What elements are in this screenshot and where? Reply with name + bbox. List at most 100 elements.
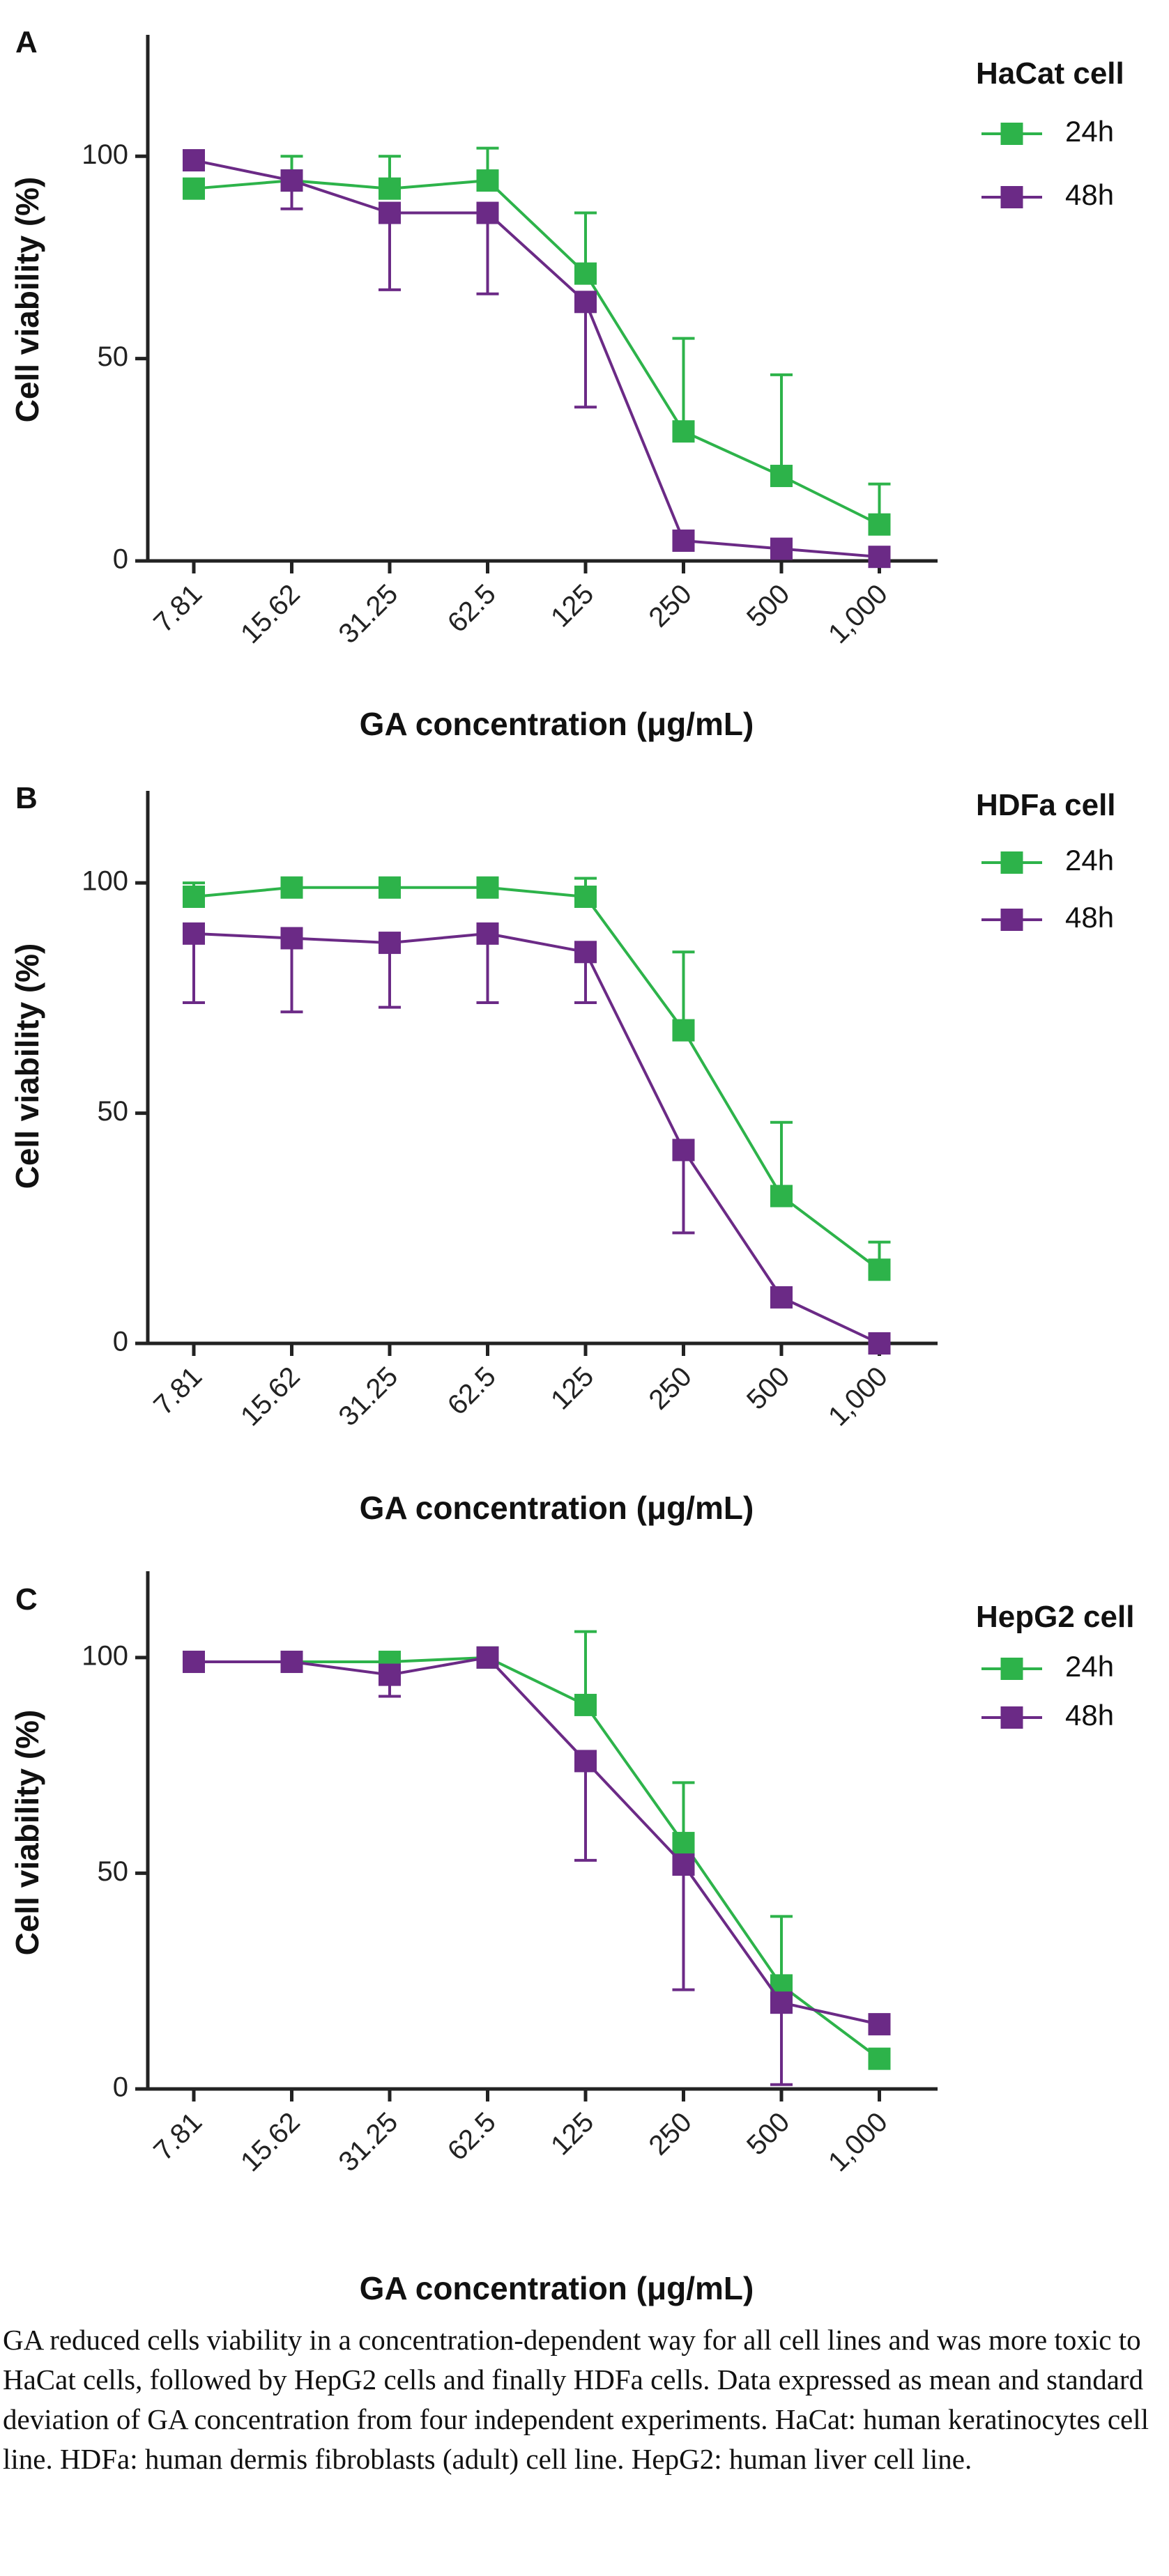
legend-label: 48h (1065, 901, 1114, 934)
series-48h-panel-c (183, 1646, 891, 2086)
x-tick-label: 15.62 (235, 2106, 306, 2177)
data-point (770, 537, 793, 560)
legend: HaCat cell 24h 48h (976, 56, 1124, 211)
x-tick-label: 7.81 (148, 1361, 208, 1421)
legend: HDFa cell 24h 48h (976, 788, 1116, 934)
y-tick-label: 0 (113, 2072, 128, 2103)
x-tick-label: 62.5 (442, 2106, 502, 2166)
data-point (379, 1663, 401, 1686)
y-tick-label: 0 (113, 544, 128, 575)
data-point (476, 1646, 499, 1669)
x-axis-title: GA concentration (μg/mL) (360, 1490, 754, 1526)
data-point (183, 922, 205, 945)
x-tick-label: 250 (643, 1361, 698, 1415)
data-point (574, 885, 597, 908)
data-point (183, 885, 205, 908)
legend-title: HaCat cell (976, 56, 1124, 91)
data-point (868, 546, 891, 569)
data-point (379, 177, 401, 200)
data-point (280, 1651, 303, 1674)
y-tick-label: 50 (98, 1096, 129, 1127)
data-point (868, 1258, 891, 1281)
legend-title: HepG2 cell (976, 1600, 1134, 1634)
x-tick-label: 1,000 (823, 2106, 894, 2177)
x-tick-label: 250 (643, 578, 698, 633)
legend-label: 24h (1065, 1650, 1114, 1683)
data-point (574, 941, 597, 964)
legend: HepG2 cell 24h 48h (976, 1600, 1134, 1732)
x-tick-label: 125 (545, 578, 599, 633)
x-axis-title: GA concentration (μg/mL) (360, 706, 754, 742)
data-point (574, 291, 597, 314)
x-tick-label: 1,000 (823, 1361, 894, 1432)
data-point (574, 1750, 597, 1773)
data-point (868, 1332, 891, 1355)
data-point (379, 876, 401, 899)
data-point (183, 177, 205, 200)
data-point (672, 1853, 695, 1876)
series-24h-panel-a (183, 146, 891, 536)
series-line (193, 179, 880, 526)
x-tick-label: 62.5 (442, 578, 502, 638)
data-point (868, 2013, 891, 2036)
x-tick-label: 31.25 (333, 578, 404, 649)
data-point (672, 1139, 695, 1162)
data-point (770, 1185, 793, 1208)
data-point (280, 927, 303, 950)
x-tick-label: 1,000 (823, 578, 894, 649)
data-point (183, 149, 205, 172)
y-tick-label: 50 (98, 341, 129, 372)
y-tick-label: 100 (82, 139, 128, 170)
x-tick-label: 31.25 (333, 2106, 404, 2177)
panel-letter: A (15, 25, 38, 59)
chart-panel-b: 0 50 100 7.81 15.62 31.25 62.5 125 250 500 1,000 B C… (9, 781, 1116, 1526)
legend-title: HDFa cell (976, 788, 1116, 822)
data-point (770, 1286, 793, 1309)
data-point (770, 1991, 793, 2014)
series-line (194, 1656, 880, 2060)
legend-marker (1000, 186, 1023, 208)
x-tick-label: 500 (741, 1361, 795, 1415)
legend-marker (1000, 1658, 1023, 1680)
y-tick-label: 0 (113, 1327, 128, 1357)
data-point (280, 169, 303, 192)
legend-label: 24h (1065, 115, 1114, 148)
data-point (476, 922, 499, 945)
legend-marker (1000, 123, 1023, 145)
legend-marker (1000, 1706, 1023, 1729)
y-tick-label: 50 (98, 1856, 129, 1887)
data-point (672, 1832, 695, 1855)
x-tick-label: 250 (643, 2106, 698, 2161)
series-48h-panel-a (183, 149, 891, 569)
data-point (379, 932, 401, 955)
data-point (672, 1019, 695, 1042)
y-axis-title: Cell viability (%) (9, 177, 45, 423)
data-point (672, 420, 695, 443)
legend-label: 24h (1065, 844, 1114, 877)
series-line (193, 932, 880, 1345)
figure-caption: GA reduced cells viability in a concentr… (3, 2324, 1149, 2475)
chart-panel-a: 0 50 100 7.81 15.62 31.25 62.5 125 250 500 1,000 A C… (9, 25, 1124, 742)
series-48h-panel-b (183, 922, 891, 1355)
x-tick-label: 7.81 (148, 2106, 208, 2166)
series-line (193, 886, 880, 1271)
data-point (476, 169, 499, 192)
x-tick-label: 15.62 (235, 1361, 306, 1432)
data-point (379, 201, 401, 224)
x-axis-title: GA concentration (μg/mL) (360, 2270, 754, 2306)
legend-marker (1000, 851, 1023, 874)
x-tick-label: 15.62 (235, 578, 306, 649)
data-point (868, 513, 891, 536)
panel-letter: C (15, 1582, 38, 1617)
data-point (476, 201, 499, 224)
x-tick-label: 31.25 (333, 1361, 404, 1432)
data-point (183, 1651, 205, 1674)
data-point (672, 529, 695, 552)
data-point (868, 2047, 891, 2070)
y-axis-title: Cell viability (%) (9, 943, 45, 1189)
series-line (194, 1656, 880, 2026)
series-line (193, 159, 880, 559)
x-tick-label: 62.5 (442, 1361, 502, 1421)
legend-label: 48h (1065, 178, 1114, 211)
